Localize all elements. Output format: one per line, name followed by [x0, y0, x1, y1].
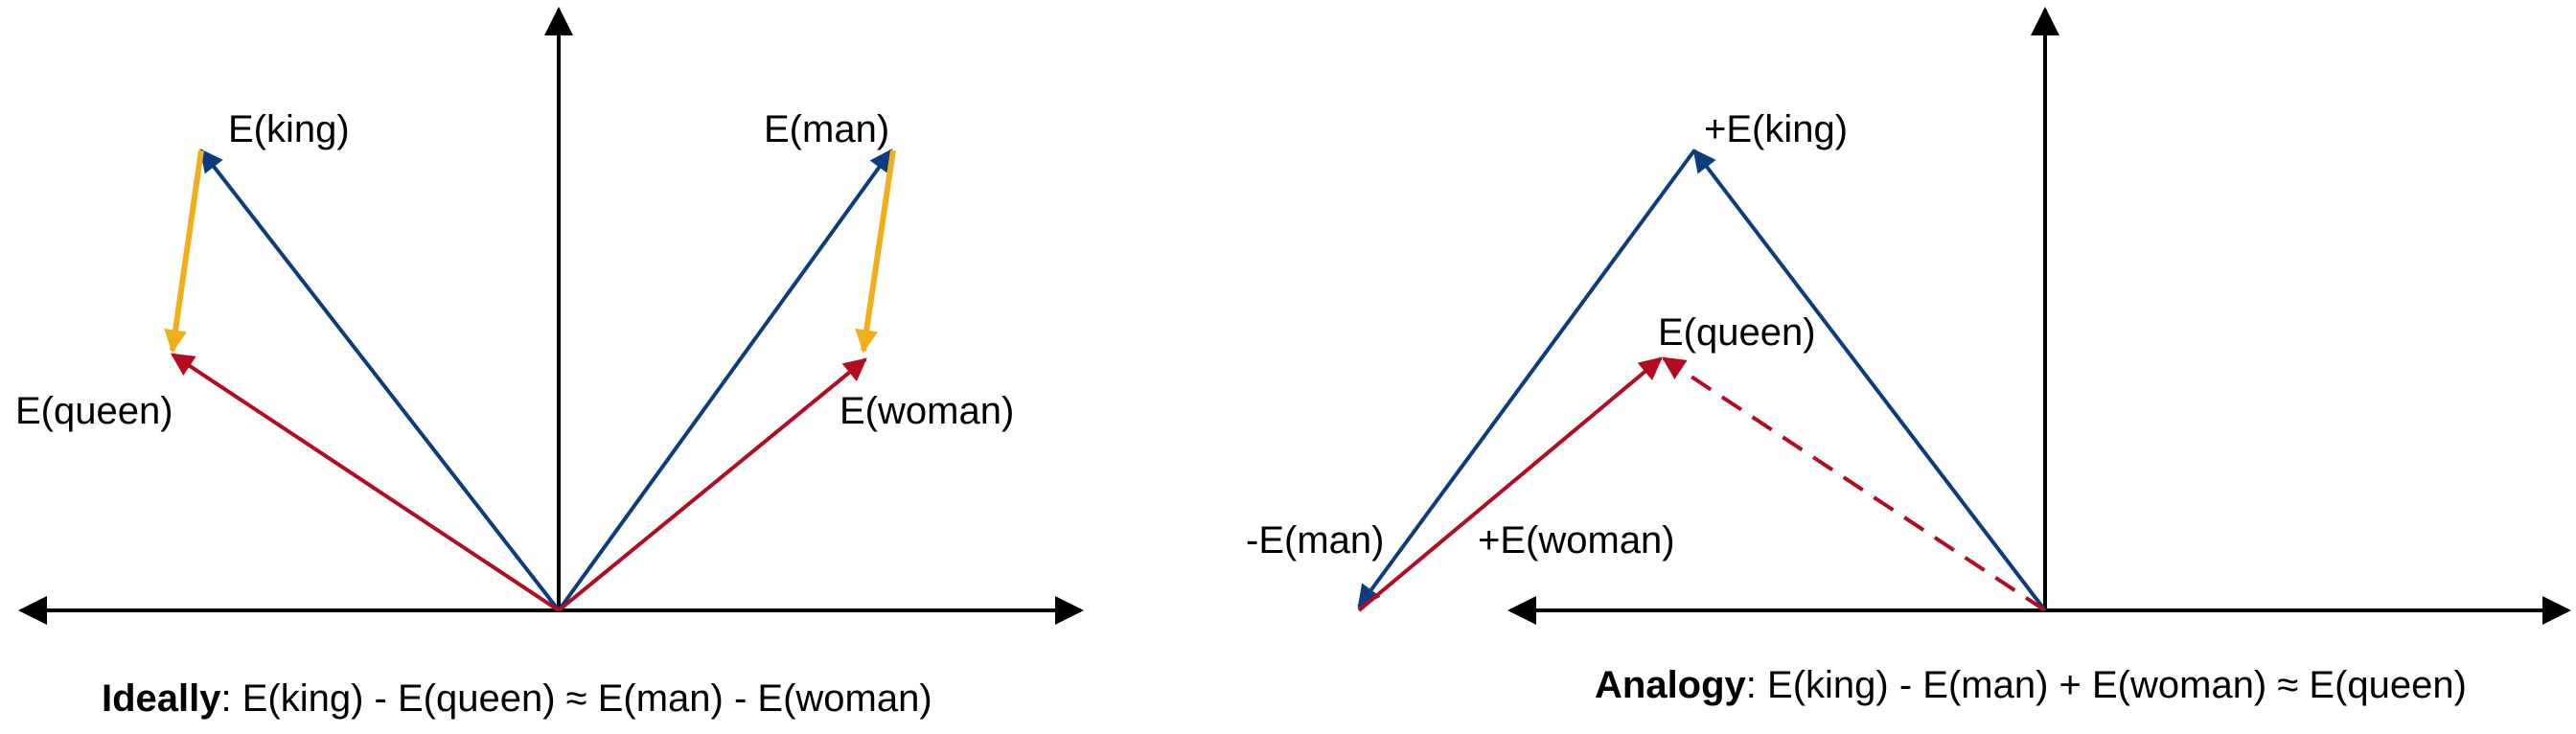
left-king-vector [199, 149, 561, 612]
left-panel: E(king) E(man) E(queen) E(woman) Ideally… [15, 7, 1084, 720]
left-man-vector [557, 149, 893, 612]
right-caption: Analogy: E(king) - E(man) + E(woman) ≈ E… [1595, 664, 2467, 706]
left-king-label: E(king) [228, 108, 350, 150]
right-minus-man-vector [1357, 149, 1696, 608]
left-caption-bold: Ideally [102, 677, 221, 720]
left-man-label: E(man) [764, 108, 889, 150]
left-queen-vector [170, 353, 561, 612]
right-caption-formula: : E(king) - E(man) + E(woman) ≈ E(queen) [1746, 664, 2467, 706]
left-caption-formula: : E(king) - E(queen) ≈ E(man) - E(woman) [221, 677, 932, 720]
left-queen-label: E(queen) [15, 390, 173, 432]
right-king-vector [1692, 149, 2047, 612]
right-minus-man-label: -E(man) [1246, 519, 1384, 562]
left-woman-vector [557, 357, 867, 612]
left-caption: Ideally: E(king) - E(queen) ≈ E(man) - E… [102, 677, 932, 720]
right-queen-dashed-vector [1661, 356, 2047, 612]
right-king-label: +E(king) [1704, 108, 1848, 150]
right-woman-vector [1357, 356, 1663, 612]
right-caption-bold: Analogy [1595, 664, 1747, 706]
right-panel: +E(king) E(queen) -E(man) +E(woman) Anal… [1246, 7, 2571, 706]
right-woman-label: +E(woman) [1478, 519, 1675, 562]
left-woman-label: E(woman) [840, 390, 1014, 432]
right-queen-label: E(queen) [1658, 311, 1816, 354]
left-king-to-queen-difference [164, 149, 204, 354]
left-man-to-woman-difference [855, 149, 896, 354]
